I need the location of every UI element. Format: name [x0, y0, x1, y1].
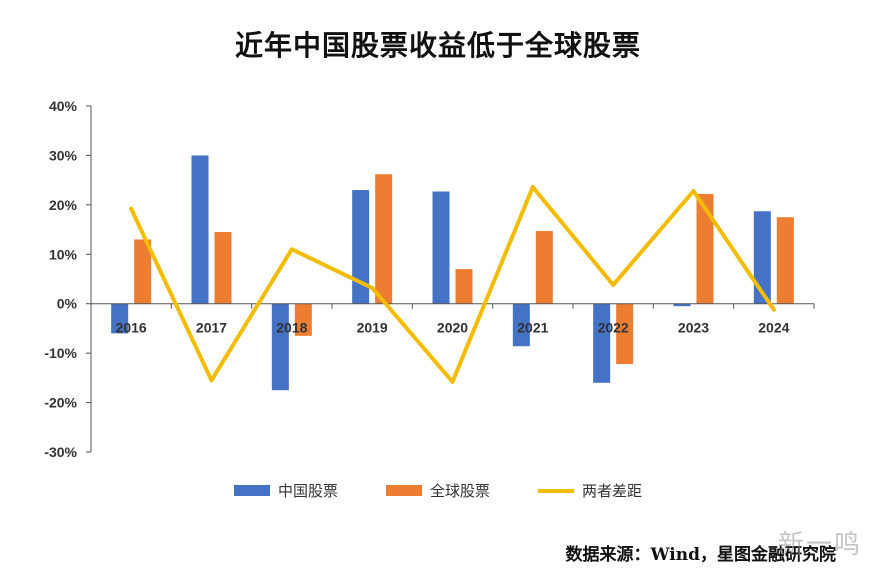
gap-point: [691, 189, 696, 194]
x-tick-label: 2016: [116, 320, 147, 336]
bar-china: [432, 191, 450, 304]
x-tick-label: 2022: [598, 320, 629, 336]
gap-point: [129, 206, 134, 211]
y-tick-label: 30%: [49, 147, 78, 163]
x-tick-label: 2020: [437, 320, 468, 336]
y-tick-label: 20%: [49, 197, 78, 213]
y-tick-label: -20%: [44, 395, 77, 411]
legend-label-gap: 两者差距: [582, 482, 643, 500]
legend-swatch-gap: [538, 488, 574, 493]
x-tick-label: 2021: [517, 320, 548, 336]
y-tick-label: 0%: [57, 296, 78, 312]
legend: 中国股票 全球股票 两者差距: [0, 480, 876, 501]
gap-point: [611, 282, 616, 287]
bar-china: [753, 211, 771, 304]
y-tick-label: 40%: [49, 98, 78, 114]
bar-china: [352, 190, 370, 304]
chart-title: 近年中国股票收益低于全球股票: [234, 29, 641, 62]
bar-global: [616, 303, 634, 365]
x-tick-label: 2023: [678, 320, 709, 336]
bar-global: [294, 303, 312, 336]
legend-item-gap: 两者差距: [538, 480, 642, 501]
legend-swatch-china: [233, 485, 270, 496]
y-tick-label: -30%: [44, 444, 77, 460]
bar-china: [271, 303, 289, 391]
y-axis: 40% 30% 20% 10% 0% -10% -20% -30%: [44, 98, 92, 460]
bar-global: [214, 232, 232, 304]
gap-point: [289, 247, 294, 252]
bar-china: [593, 303, 611, 383]
bar-global: [134, 239, 152, 304]
gap-point: [370, 285, 375, 290]
bar-global: [776, 217, 794, 304]
x-tick-label: 2018: [276, 320, 307, 336]
x-axis: 2016 2017 2018 2019 2020 2021 2022 2023 2024: [90, 303, 815, 336]
legend-swatch-global: [385, 485, 422, 496]
bar-china: [673, 303, 691, 307]
y-tick-label: -10%: [44, 345, 77, 361]
bars: [111, 155, 794, 391]
gap-line-series: [129, 185, 776, 384]
gap-point: [771, 307, 776, 312]
x-tick-label: 2024: [758, 320, 789, 336]
x-tick-label: 2017: [196, 320, 227, 336]
legend-item-china: 中国股票: [233, 480, 338, 501]
bar-global: [375, 174, 393, 304]
gap-point: [530, 185, 535, 190]
source-note: 数据来源：Wind，星图金融研究院: [565, 545, 837, 565]
gap-point: [450, 379, 455, 384]
legend-label-china: 中国股票: [277, 482, 338, 500]
y-tick-label: 10%: [49, 246, 78, 262]
x-tick-label: 2019: [357, 320, 388, 336]
watermark-logo: 新一鸣: [777, 530, 862, 560]
bar-china: [111, 303, 129, 334]
bar-china: [512, 303, 530, 347]
gap-point: [209, 378, 214, 383]
bar-global: [535, 231, 553, 304]
bar-global: [455, 269, 473, 304]
legend-item-global: 全球股票: [385, 480, 490, 501]
bar-china: [191, 155, 209, 304]
legend-label-global: 全球股票: [429, 482, 490, 500]
bar-global: [696, 193, 714, 304]
